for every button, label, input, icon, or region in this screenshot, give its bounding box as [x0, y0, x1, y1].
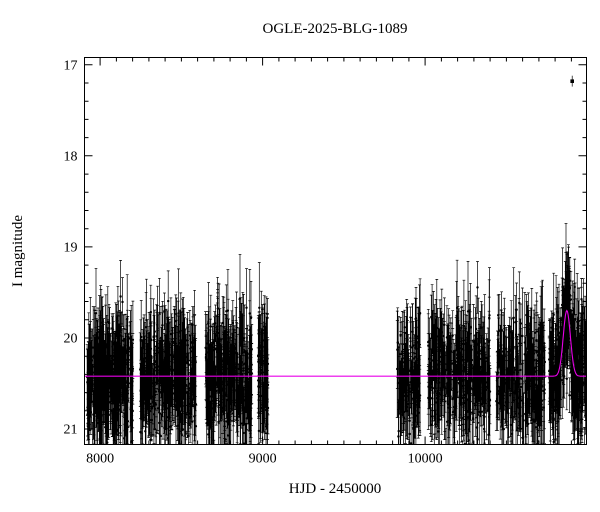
- tick-labels: 8000 9000 10000 17 18 19 20 21: [64, 58, 443, 466]
- tick-marks: [84, 57, 587, 445]
- outlier-point: [570, 79, 574, 83]
- x-tick-label: 10000: [408, 452, 443, 467]
- y-tick-label: 19: [64, 240, 78, 255]
- x-tick-label: 8000: [86, 452, 114, 467]
- model-curve-layer: [84, 309, 587, 377]
- plot-title: OGLE-2025-BLG-1089: [263, 21, 408, 37]
- y-tick-label: 21: [64, 423, 78, 438]
- plot-frame: [84, 57, 587, 445]
- y-tick-label: 20: [64, 331, 78, 346]
- axis-ticks: [84, 57, 587, 445]
- data-points-layer: [85, 75, 587, 445]
- x-axis-label: HJD - 2450000: [289, 481, 382, 497]
- y-tick-label: 18: [64, 149, 78, 164]
- data-dots: [85, 270, 587, 445]
- y-tick-label: 17: [64, 58, 78, 73]
- y-axis-label: I magnitude: [10, 215, 26, 287]
- x-tick-label: 9000: [249, 452, 277, 467]
- model-line: [84, 309, 587, 377]
